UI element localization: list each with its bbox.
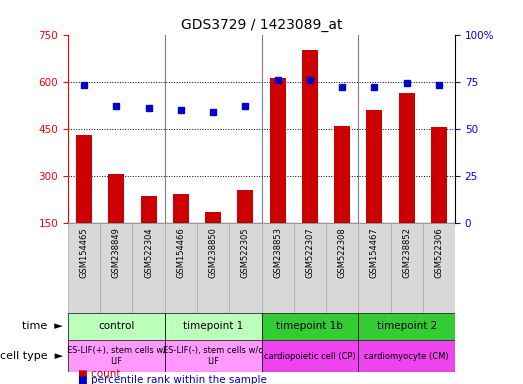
Text: GSM154465: GSM154465	[79, 227, 88, 278]
Text: GSM154467: GSM154467	[370, 227, 379, 278]
Bar	[366, 110, 382, 223]
Text: control: control	[98, 321, 134, 331]
FancyBboxPatch shape	[262, 223, 294, 313]
Text: timepoint 1b: timepoint 1b	[277, 321, 343, 331]
Text: time  ►: time ►	[22, 321, 63, 331]
Bar	[237, 190, 254, 223]
Bar	[399, 93, 415, 223]
Text: ■ count: ■ count	[78, 369, 121, 379]
Text: GSM522306: GSM522306	[435, 227, 444, 278]
Bar	[334, 126, 350, 223]
Bar	[302, 50, 318, 223]
FancyBboxPatch shape	[100, 223, 132, 313]
FancyBboxPatch shape	[262, 313, 358, 340]
FancyBboxPatch shape	[423, 223, 455, 313]
Text: GSM522305: GSM522305	[241, 227, 250, 278]
Text: ■ percentile rank within the sample: ■ percentile rank within the sample	[78, 375, 267, 384]
Text: GSM522308: GSM522308	[338, 227, 347, 278]
Text: ES-LIF(-), stem cells w/o
LIF: ES-LIF(-), stem cells w/o LIF	[163, 346, 263, 366]
Text: cell type  ►: cell type ►	[0, 351, 63, 361]
Text: GSM238850: GSM238850	[209, 227, 218, 278]
Bar	[141, 196, 157, 223]
FancyBboxPatch shape	[165, 313, 262, 340]
FancyBboxPatch shape	[132, 223, 165, 313]
Title: GDS3729 / 1423089_at: GDS3729 / 1423089_at	[181, 18, 342, 32]
Text: GSM238852: GSM238852	[402, 227, 411, 278]
FancyBboxPatch shape	[326, 223, 358, 313]
FancyBboxPatch shape	[165, 340, 262, 372]
FancyBboxPatch shape	[358, 313, 455, 340]
Text: cardiomyocyte (CM): cardiomyocyte (CM)	[365, 352, 449, 361]
Text: GSM522304: GSM522304	[144, 227, 153, 278]
Text: timepoint 1: timepoint 1	[183, 321, 243, 331]
Text: ES-LIF(+), stem cells w/
LIF: ES-LIF(+), stem cells w/ LIF	[67, 346, 166, 366]
FancyBboxPatch shape	[229, 223, 262, 313]
Bar	[205, 212, 221, 223]
FancyBboxPatch shape	[197, 223, 229, 313]
Text: GSM522307: GSM522307	[305, 227, 314, 278]
FancyBboxPatch shape	[68, 340, 165, 372]
Bar	[173, 195, 189, 223]
FancyBboxPatch shape	[391, 223, 423, 313]
FancyBboxPatch shape	[294, 223, 326, 313]
Bar	[76, 135, 92, 223]
Text: timepoint 2: timepoint 2	[377, 321, 437, 331]
FancyBboxPatch shape	[68, 313, 165, 340]
FancyBboxPatch shape	[68, 223, 100, 313]
Text: GSM238853: GSM238853	[273, 227, 282, 278]
Text: GSM154466: GSM154466	[176, 227, 185, 278]
Text: cardiopoietic cell (CP): cardiopoietic cell (CP)	[264, 352, 356, 361]
FancyBboxPatch shape	[262, 340, 358, 372]
Text: GSM238849: GSM238849	[112, 227, 121, 278]
FancyBboxPatch shape	[358, 340, 455, 372]
FancyBboxPatch shape	[358, 223, 391, 313]
Bar	[269, 78, 286, 223]
FancyBboxPatch shape	[165, 223, 197, 313]
Bar	[108, 174, 124, 223]
Bar	[431, 127, 447, 223]
